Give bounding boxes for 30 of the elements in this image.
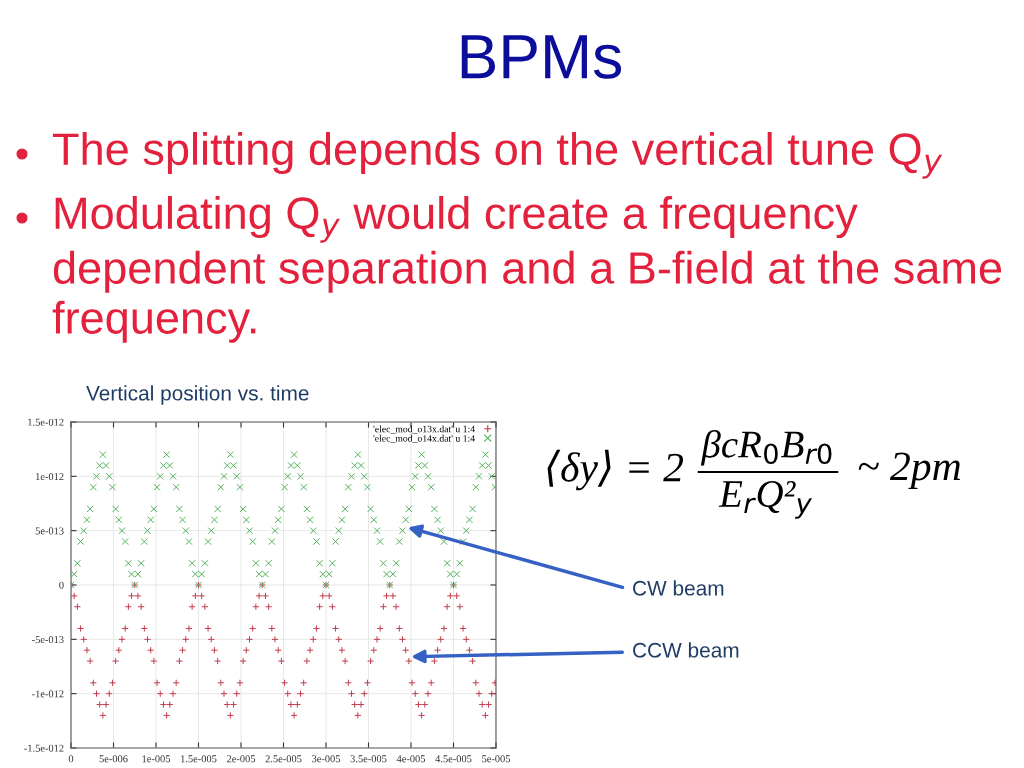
y-tick-label: -5e-013 — [32, 636, 64, 644]
x-tick-label: 2e-005 — [226, 755, 256, 763]
y-tick-label: -1e-012 — [32, 690, 64, 698]
y-tick-label: 1e-012 — [36, 473, 64, 481]
x-tick-label: 4e-005 — [396, 755, 426, 763]
annotation: CCW beam — [633, 642, 739, 658]
legend-label: 'elec_mod_o13x.dat' u 1:4 — [373, 425, 475, 434]
chart-subtitle: Vertical position vs. time — [86, 385, 309, 405]
chart-title: BPMs — [461, 35, 622, 79]
x-tick-label: 5e-006 — [99, 755, 128, 763]
y-tick-label: -1.5e-012 — [24, 744, 64, 752]
x-tick-label: 2.5e-005 — [265, 755, 302, 763]
y-tick-label: 5e-013 — [35, 527, 64, 535]
x-tick-label: 1.5e-005 — [181, 755, 217, 763]
text: ~ 2pm — [858, 452, 960, 489]
x-tick-label: 0 — [68, 755, 74, 763]
x-tick-label: 3e-005 — [312, 755, 341, 763]
text: Modulating Q$_{y}$ would create a frequency dependent separation and a B-field at the same frequency. — [52, 196, 1002, 343]
text: ⟨δy⟩ = 2 — [547, 449, 684, 491]
x-tick-label: 5e-005 — [482, 755, 511, 763]
text: βcR$_{0}$B$_{r0}$ — [700, 429, 832, 466]
y-tick-label: 0 — [59, 581, 64, 589]
text: The splitting depends on the vertical tune Q$_{y}$ — [53, 132, 943, 179]
y-tick-label: 1.5e-012 — [28, 418, 64, 426]
text: E$_{r}$Q²$_{y}$ — [718, 480, 813, 519]
annotation: CW beam — [633, 580, 724, 596]
x-tick-label: 4.5e-005 — [435, 755, 472, 763]
x-tick-label: 3.5e-005 — [350, 755, 387, 763]
x-tick-label: 1e-005 — [142, 755, 171, 763]
legend-label: 'elec_mod_o14x.dat' u 1:4 — [373, 434, 475, 443]
